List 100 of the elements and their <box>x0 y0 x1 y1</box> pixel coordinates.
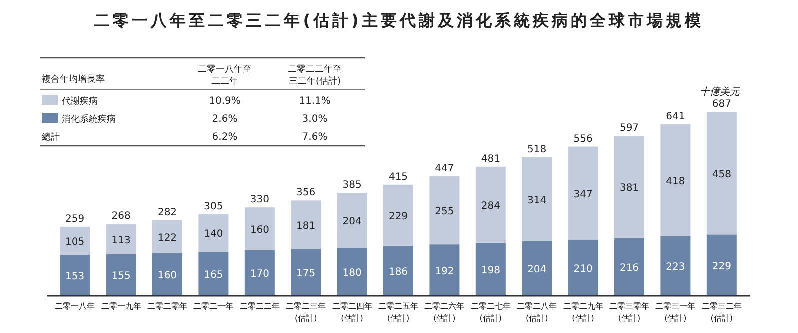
annotation: 3.0% <box>302 114 328 125</box>
bar <box>198 252 229 296</box>
text: 二零一八年至 <box>198 65 252 75</box>
data-label: 204 <box>342 216 362 228</box>
bar <box>106 224 136 254</box>
text: 11.1% <box>299 96 331 107</box>
bar <box>337 193 368 248</box>
text: 10.9% <box>209 96 241 107</box>
total-label: 415 <box>388 172 408 183</box>
bar <box>614 238 644 296</box>
data-label: 192 <box>435 266 454 278</box>
annotation: 6.2% <box>212 132 238 143</box>
x-tick-label: 二零二四年 (估計) <box>332 302 372 323</box>
x-tick-label: 二零二一年 <box>194 302 234 311</box>
data-label: 160 <box>158 270 178 282</box>
data-label: 165 <box>204 270 224 281</box>
data-label: 255 <box>435 206 454 218</box>
data-label: 175 <box>296 268 316 280</box>
bar <box>476 242 506 296</box>
chart-title: 二零一八年至二零三二年(估計)主要代謝及消化系統疾病的全球市場規模 <box>94 11 704 30</box>
bar <box>384 184 414 246</box>
total-label: 556 <box>574 134 593 145</box>
x-tick-label: 二零二八年 (估計) <box>517 302 558 323</box>
bar <box>198 214 229 252</box>
legend-label: 代謝疾病 <box>61 96 98 107</box>
annotation: 7.6% <box>302 132 328 143</box>
bar <box>568 146 598 240</box>
text: 二二年 <box>212 77 238 87</box>
data-label: 204 <box>528 264 547 276</box>
data-label: 347 <box>574 189 593 200</box>
x-tick-label: 二零二九年 (估計) <box>563 302 604 323</box>
bar <box>430 176 460 245</box>
total-label: 356 <box>296 188 316 199</box>
x-tick-label: 二零三一年 (估計) <box>656 302 696 323</box>
bar <box>244 208 275 250</box>
total-label: 687 <box>712 99 732 110</box>
data-label: 216 <box>620 263 640 274</box>
data-label: 229 <box>388 212 408 223</box>
data-label: 381 <box>620 183 640 194</box>
bar <box>106 254 136 296</box>
bar <box>291 200 322 250</box>
total-label: 305 <box>204 201 224 212</box>
data-label: 229 <box>712 261 732 272</box>
data-label: 314 <box>528 195 547 206</box>
bar <box>384 246 414 296</box>
total-label: 330 <box>250 194 270 206</box>
data-label: 113 <box>112 235 131 246</box>
data-label: 153 <box>66 272 85 283</box>
x-tick-label: 二零二三年 (估計) <box>286 302 326 323</box>
total-label: 597 <box>620 123 640 134</box>
x-tick-label: 二零二二年 <box>240 302 280 311</box>
total-label: 385 <box>342 180 362 192</box>
total-label: 447 <box>435 163 454 174</box>
data-label: 210 <box>574 264 593 275</box>
x-tick-label: 二零二零年 <box>148 302 188 311</box>
total-label: 268 <box>112 211 131 222</box>
x-tick-label: 二零一九年 <box>101 302 142 311</box>
bar <box>430 244 460 296</box>
total-label: 481 <box>481 154 500 165</box>
bar <box>476 166 506 243</box>
data-label: 284 <box>481 200 500 212</box>
data-label: 122 <box>158 232 178 244</box>
bar <box>244 250 275 296</box>
data-label: 181 <box>296 220 316 232</box>
total-label: 259 <box>66 214 85 225</box>
bar <box>614 136 644 238</box>
x-tick-label: 二零二七年 (估計) <box>470 302 511 323</box>
total-label: 282 <box>158 207 178 218</box>
bar <box>60 226 90 256</box>
x-tick-label: 二零三零年 (估計) <box>610 302 650 323</box>
x-tick-label: 二零一八年 <box>55 302 96 311</box>
legend-label: 消化系統疾病 <box>62 114 116 125</box>
y-axis-title: 十億美元 <box>700 86 741 98</box>
data-label: 160 <box>250 225 270 236</box>
x-tick-label: 二零二五年 (估計) <box>378 302 418 323</box>
data-label: 186 <box>388 267 408 278</box>
data-label: 105 <box>66 236 85 248</box>
text: 三二年(估計) <box>288 77 342 87</box>
total-label: 641 <box>666 111 686 122</box>
bar <box>706 234 737 296</box>
data-label: 223 <box>666 262 686 274</box>
bar <box>337 248 368 296</box>
total-label: 518 <box>528 144 547 156</box>
bar <box>60 255 90 296</box>
x-tick-label: 二零二六年 (估計) <box>424 302 465 323</box>
bar <box>522 241 552 296</box>
data-label: 140 <box>204 229 224 240</box>
x-tick-label: 二零三二年 (估計) <box>702 302 742 323</box>
bar <box>706 112 737 235</box>
annotation: 總計 <box>41 132 60 143</box>
data-label: 155 <box>112 271 131 282</box>
bar <box>522 157 552 242</box>
data-label: 418 <box>666 176 686 188</box>
bar <box>660 236 691 296</box>
data-label: 180 <box>342 268 362 279</box>
bar <box>660 124 691 236</box>
text: 複合年均增長率 <box>42 75 105 85</box>
bar <box>568 240 598 296</box>
data-label: 198 <box>481 265 500 276</box>
annotation: 2.6% <box>212 114 238 125</box>
